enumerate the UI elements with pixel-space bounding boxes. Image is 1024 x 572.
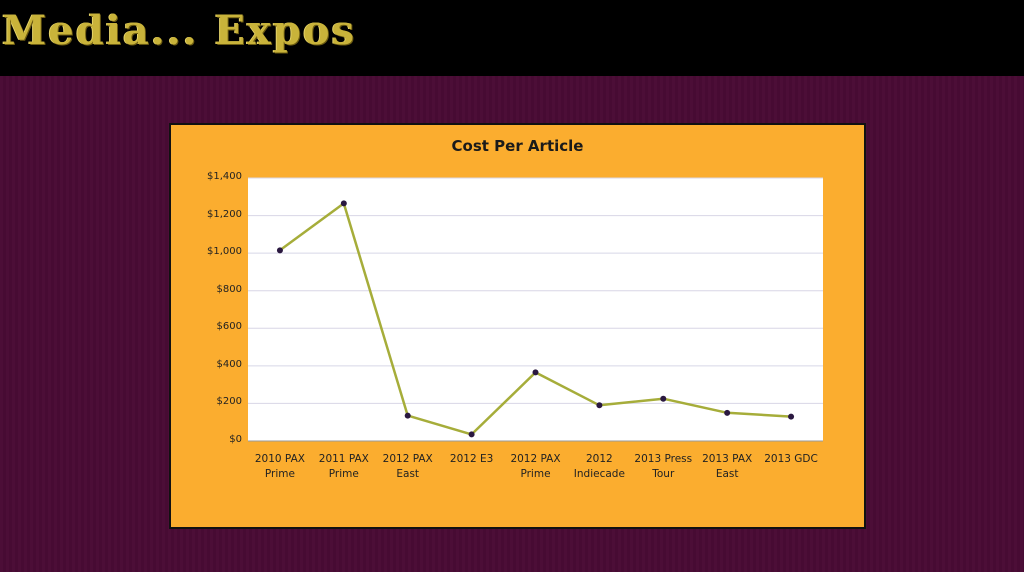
line-chart [248, 177, 823, 442]
y-tick-label: $1,000 [207, 246, 242, 258]
y-tick-label: $400 [216, 358, 242, 370]
y-tick-label: $200 [216, 396, 242, 408]
slide-header-bar: Media... Expos [0, 0, 1024, 76]
plot-area [248, 178, 823, 441]
y-tick-label: $600 [216, 321, 242, 333]
y-tick-label: $800 [216, 283, 242, 295]
data-point [340, 200, 347, 207]
x-tick-label: 2011 PAX Prime [318, 453, 369, 480]
x-tick-label: 2013 PAX East [702, 453, 753, 480]
data-point [660, 395, 667, 402]
y-tick-label: $1,400 [207, 171, 242, 182]
chart-title: Cost Per Article [451, 137, 584, 155]
data-point [404, 412, 411, 419]
data-point [468, 431, 475, 438]
data-point [596, 402, 603, 409]
data-point [276, 247, 283, 254]
y-tick-label: $0 [229, 434, 242, 445]
x-tick-label: 2010 PAX Prime [254, 453, 305, 480]
x-tick-label: 2012 Indiecade [573, 453, 625, 480]
slide-title: Media... Expos [2, 7, 357, 54]
x-tick-label: 2012 E3 [449, 453, 494, 465]
data-point [788, 413, 795, 420]
data-point [532, 369, 539, 376]
x-tick-label: 2012 PAX Prime [510, 453, 561, 480]
x-tick-label: 2013 Press Tour [634, 453, 693, 480]
x-tick-label: 2012 PAX East [382, 453, 433, 480]
data-point [724, 409, 731, 416]
chart-container: Cost Per Article $0 $200 $400 $600 $800 $1,00… [169, 123, 866, 529]
y-tick-label: $1,200 [207, 208, 242, 220]
x-tick-label: 2013 GDC [764, 453, 818, 465]
